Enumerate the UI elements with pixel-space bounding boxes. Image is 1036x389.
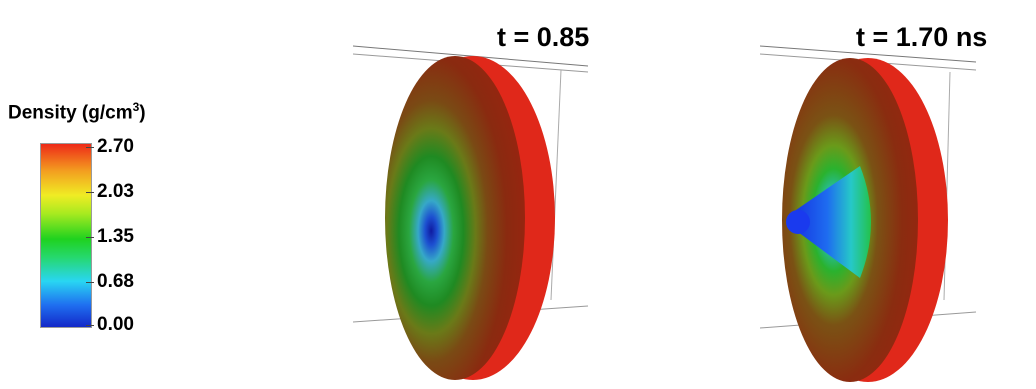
colorbar-tick-label: 0.68 (97, 271, 134, 292)
colorbar-title: Density (g/cm3) (8, 100, 146, 124)
disk-render-late (760, 45, 977, 382)
colorbar-tick (86, 147, 94, 148)
colorbar-tick (86, 282, 94, 283)
colorbar-tick (86, 237, 94, 238)
simulation-panel-early: t = 0.85 ns (353, 0, 593, 389)
colorbar-tick (86, 325, 94, 326)
jet-tip (786, 210, 810, 234)
colorbar-title-close: ) (139, 102, 146, 124)
simulation-panel-late: t = 1.70 ns (760, 0, 1036, 389)
disk-face (385, 56, 525, 380)
colorbar-title-text: Density (g/cm (8, 102, 133, 124)
colorbar-title-superscript: 3 (132, 100, 140, 114)
colorbar-tick (86, 192, 94, 193)
time-label: t = 0.85 ns (497, 22, 593, 52)
disk-render-early (353, 45, 589, 380)
density-colorbar (40, 143, 92, 328)
colorbar-tick-label: 2.70 (97, 136, 134, 157)
jet-cone (791, 166, 871, 278)
colorbar-tick-label: 0.00 (97, 314, 134, 335)
colorbar-tick-label: 1.35 (97, 226, 134, 247)
colorbar-tick-label: 2.03 (97, 181, 134, 202)
time-label: t = 1.70 ns (856, 22, 988, 52)
